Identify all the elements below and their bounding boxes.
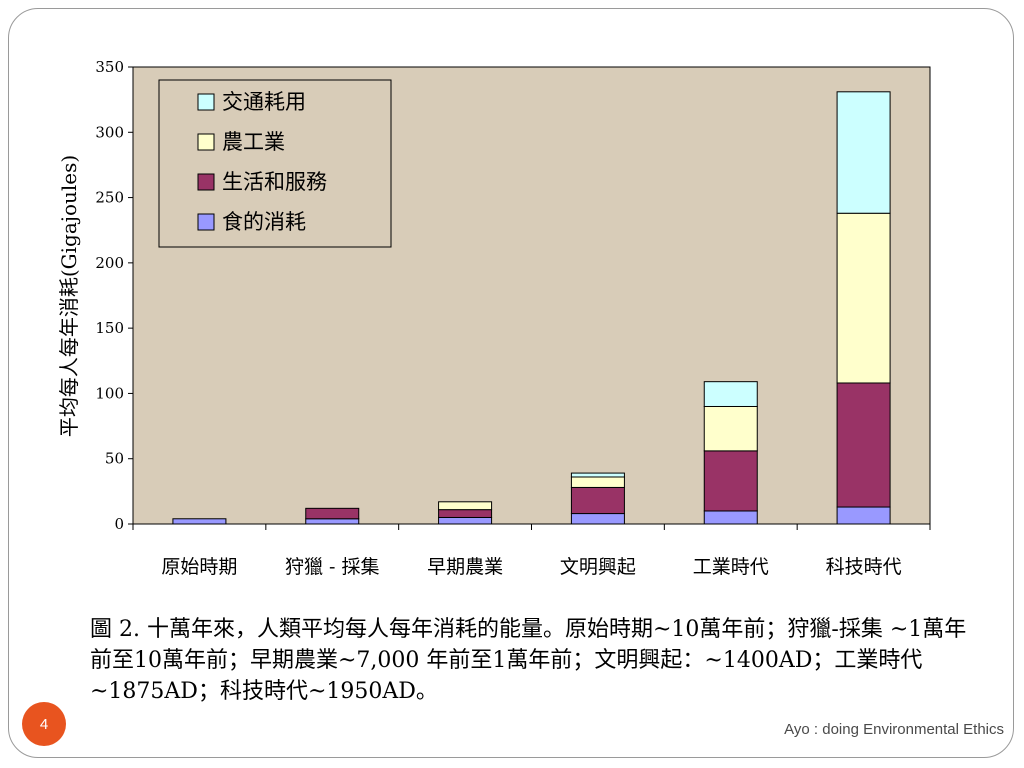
bar-segment <box>703 381 758 407</box>
legend-swatch <box>197 133 215 151</box>
bar-segment <box>570 476 625 488</box>
bar-segment <box>836 506 891 525</box>
y-tick-label: 150 <box>95 319 124 337</box>
bar-segment <box>570 486 625 515</box>
legend-swatch <box>197 93 215 111</box>
legend-swatch <box>197 213 215 231</box>
x-tick-label: 原始時期 <box>161 556 237 578</box>
x-tick-label: 文明興起 <box>560 556 636 578</box>
bar-segment <box>570 513 625 525</box>
y-tick-label: 250 <box>95 189 124 207</box>
bar-segment <box>172 518 227 525</box>
bar-segment <box>836 382 891 508</box>
y-axis-label: 平均每人每年消耗(Gigajoules) <box>57 155 81 437</box>
bar-segment <box>305 507 360 520</box>
legend-label: 交通耗用 <box>222 90 306 114</box>
bar-segment <box>438 516 493 525</box>
y-tick-label: 200 <box>95 254 124 272</box>
footer-credit: Ayo : doing Environmental Ethics <box>784 721 1004 738</box>
legend-label: 食的消耗 <box>222 210 306 234</box>
y-tick-label: 50 <box>105 450 124 468</box>
y-tick-label: 0 <box>114 515 124 533</box>
y-tick-label: 300 <box>95 123 124 141</box>
y-tick-label: 350 <box>95 58 124 76</box>
legend-label: 農工業 <box>222 130 285 154</box>
x-tick-label: 早期農業 <box>427 556 503 578</box>
bar-segment <box>570 472 625 478</box>
legend-label: 生活和服務 <box>222 170 327 194</box>
bar-segment <box>836 91 891 214</box>
bar-segment <box>703 450 758 512</box>
stacked-bar-chart: 0 50 100 150 200 250 300 350 平均每人每年消耗(Gigajoules… <box>57 58 931 578</box>
legend-swatch <box>197 173 215 191</box>
bar-segment <box>438 501 493 511</box>
bar-segment <box>438 509 493 518</box>
bar-segment <box>836 212 891 384</box>
y-tick-label: 100 <box>95 384 124 402</box>
bar-segment <box>703 405 758 452</box>
bar-segment <box>703 510 758 525</box>
x-tick-label: 工業時代 <box>693 556 769 578</box>
figure-caption: 圖 2. 十萬年來，人類平均每人每年消耗的能量。原始時期~10萬年前；狩獵-採集… <box>90 617 967 704</box>
x-tick-label: 科技時代 <box>826 556 902 578</box>
page-number-badge: 4 <box>22 702 66 746</box>
x-tick-label: 狩獵 - 採集 <box>285 556 380 578</box>
bar-segment <box>305 518 360 525</box>
